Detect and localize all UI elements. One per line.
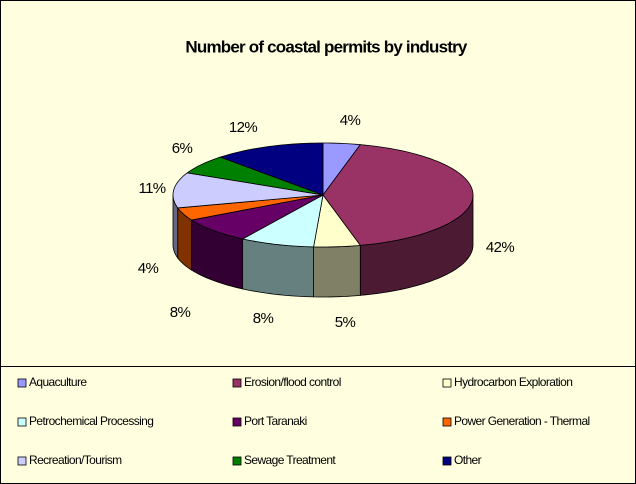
legend-label: Recreation/Tourism [29,453,122,467]
data-label: 5% [335,314,356,331]
legend-label: Erosion/flood control [244,375,341,389]
data-labels: 4% 42% 5% 8% 8% 4% 11% 6% 12% [138,112,515,331]
legend-box [0,366,636,484]
legend-swatch [442,378,452,388]
pie-slice [241,194,324,248]
data-label: 4% [340,112,361,129]
data-label: 8% [170,304,191,321]
legend-swatch [17,417,27,427]
legend-label: Port Taranaki [244,414,307,428]
pie-tops [172,142,474,248]
data-label: 6% [172,140,193,157]
pie-slice-side [242,238,314,298]
legend-swatch [232,378,242,388]
pie-slice [186,156,324,196]
pie-slice [176,194,324,221]
legend-swatch [442,417,452,427]
data-label: 12% [229,119,257,136]
legend-swatch [442,456,452,466]
legend-label: Sewage Treatment [244,453,336,467]
legend-swatch [17,378,27,388]
data-label: 42% [486,239,514,256]
legend-label: Other [454,453,482,467]
pie-slice [219,142,324,196]
legend-swatch [232,456,242,466]
pie-slice [313,194,362,248]
legend-label: Power Generation - Thermal [454,414,590,428]
legend-label: Aquaculture [29,375,87,389]
chart-title: Number of coastal permits by industry [185,37,468,56]
legend-swatch [17,456,27,466]
pie-slice [172,172,324,209]
legend-swatch [232,417,242,427]
pie-slice-side [313,244,361,298]
data-label: 8% [253,310,274,327]
pie-slice [190,194,324,240]
data-label: 11% [138,180,165,197]
legend-label: Petrochemical Processing [29,414,153,428]
legend-label: Hydrocarbon Exploration [454,375,572,389]
data-label: 4% [138,260,159,277]
legend: Aquaculture Erosion/flood control Hydrocar… [17,375,590,467]
pie-slice [322,144,474,246]
